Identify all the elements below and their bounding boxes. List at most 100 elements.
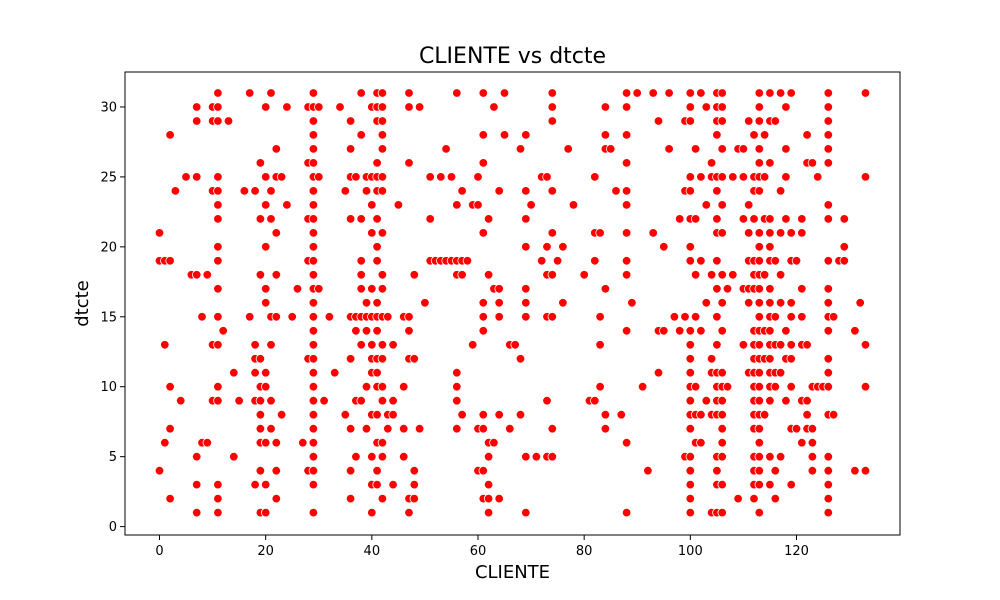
data-point [797,438,807,448]
y-tick-label: 15 [100,310,117,325]
data-point [860,466,871,476]
data-point [775,368,786,378]
data-point [696,256,706,266]
data-point [308,144,319,154]
data-point [754,298,765,308]
data-point [600,410,611,420]
data-point [314,102,324,112]
data-point [266,186,276,196]
data-point [823,368,834,378]
data-point [590,396,600,406]
data-point [308,242,319,252]
data-point [160,340,170,350]
data-point [765,354,775,364]
data-point [202,438,213,448]
data-point [255,466,266,476]
data-point [261,298,271,308]
data-point [701,396,712,406]
data-point [483,214,494,224]
data-point [181,172,191,182]
data-point [335,102,345,112]
data-point [717,298,727,308]
data-point [717,326,727,336]
plot-frame [124,71,901,536]
data-point [611,186,621,196]
data-point [765,452,775,462]
data-point [706,270,717,280]
data-point [499,88,510,98]
data-point [680,312,690,322]
data-point [754,438,765,448]
data-point [797,284,807,294]
data-point [372,410,382,420]
data-point [717,200,727,210]
data-point [521,298,531,308]
data-point [754,396,765,406]
data-point [770,116,781,126]
data-point [738,214,749,224]
data-point [213,102,223,112]
data-point [759,410,770,420]
data-point [547,102,558,112]
data-point [685,424,696,434]
data-point [213,200,223,210]
data-point [690,270,701,280]
data-point [282,200,292,210]
data-point [765,242,775,252]
data-point [797,312,807,322]
data-point [600,102,611,112]
data-point [770,493,781,504]
data-point [797,228,807,238]
data-point [712,284,722,294]
data-point [685,396,696,406]
data-point [675,214,685,224]
data-point [266,88,276,98]
data-point [717,368,727,378]
data-point [749,130,759,140]
data-point [462,256,473,266]
data-point [324,312,335,322]
data-point [595,312,605,322]
data-point [308,452,319,462]
data-point [170,186,181,196]
data-point [276,172,287,182]
data-point [759,270,770,280]
data-point [351,172,361,182]
data-point [717,479,727,490]
data-point [754,382,765,392]
data-point [393,200,404,210]
data-point [372,242,382,252]
data-point [505,424,515,434]
data-point [839,256,850,266]
y-tick-label: 30 [100,100,117,115]
data-point [234,396,244,406]
data-point [807,158,818,168]
data-point [828,410,839,420]
data-point [409,354,420,364]
data-point [213,88,223,98]
data-point [266,340,276,350]
data-point [685,493,696,504]
data-point [786,340,796,350]
data-point [154,466,165,476]
data-point [775,452,786,462]
data-point [404,158,414,168]
data-point [202,270,213,280]
data-point [261,200,271,210]
data-point [685,368,696,378]
data-point [685,186,696,196]
data-point [351,452,361,462]
data-point [244,88,255,98]
data-point [749,493,759,504]
data-point [308,466,319,476]
data-point [377,284,388,294]
data-point [345,354,356,364]
data-point [547,186,558,196]
data-point [404,312,414,322]
data-point [765,214,775,224]
data-point [717,102,727,112]
data-point [308,438,319,448]
data-point [340,410,351,420]
data-point [452,200,462,210]
